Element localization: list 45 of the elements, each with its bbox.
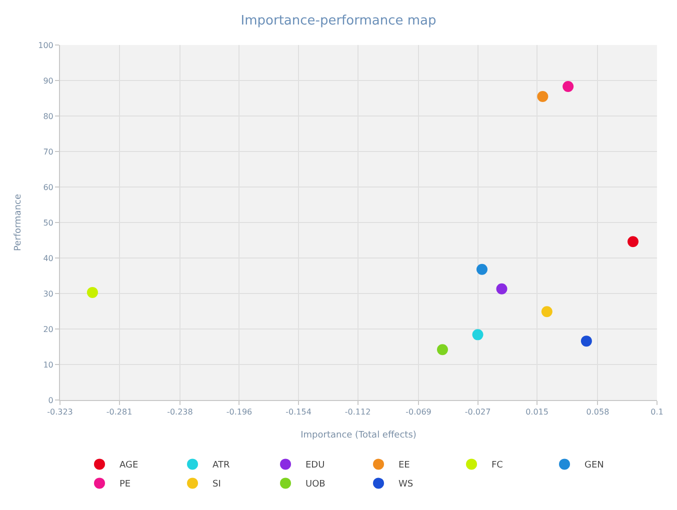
chart-title: Importance-performance map bbox=[240, 13, 436, 28]
point bbox=[580, 336, 592, 347]
x-tick-label: -0.069 bbox=[406, 408, 432, 417]
x-tick-label: -0.027 bbox=[464, 408, 491, 417]
legend-label: FC bbox=[492, 460, 503, 471]
legend-label: UOB bbox=[306, 480, 326, 490]
legend-label: EDU bbox=[306, 460, 325, 471]
y-tick-label: 40 bbox=[43, 254, 54, 263]
y-tick-label: 50 bbox=[43, 218, 54, 228]
x-tick-label: -0.112 bbox=[344, 408, 371, 417]
point bbox=[541, 306, 552, 318]
legend-label: AGE bbox=[120, 460, 138, 471]
x-tick-label: -0.154 bbox=[286, 408, 312, 417]
point bbox=[537, 90, 548, 102]
x-tick-label: 0.058 bbox=[586, 408, 610, 417]
y-tick-label: 60 bbox=[43, 182, 54, 192]
x-axis-title: Importance (Total effects) bbox=[300, 430, 416, 440]
point bbox=[562, 81, 574, 92]
x-tick-label: -0.323 bbox=[47, 408, 73, 417]
x-tick-label: -0.238 bbox=[167, 408, 193, 417]
y-tick-label: 70 bbox=[43, 147, 54, 156]
y-tick-label: 0 bbox=[48, 396, 54, 405]
y-tick-label: 10 bbox=[43, 360, 54, 370]
legend-label: PE bbox=[120, 480, 131, 490]
legend-label: GEN bbox=[584, 460, 604, 471]
legend-label: WS bbox=[398, 480, 414, 490]
y-axis-title: Performance bbox=[13, 194, 24, 252]
x-tick-label: 0.015 bbox=[526, 408, 548, 417]
y-tick-label: 100 bbox=[38, 40, 54, 50]
point bbox=[436, 344, 448, 356]
x-tick-label: -0.281 bbox=[106, 408, 132, 417]
point bbox=[472, 329, 484, 340]
point bbox=[476, 264, 488, 275]
point bbox=[628, 236, 639, 248]
y-tick-label: 20 bbox=[43, 324, 54, 334]
y-tick-label: 30 bbox=[43, 289, 54, 298]
legend-label: EE bbox=[398, 460, 410, 471]
y-tick-label: 80 bbox=[43, 112, 54, 121]
point bbox=[496, 283, 508, 294]
y-tick-label: 90 bbox=[43, 76, 54, 86]
x-tick-label: 0.1 bbox=[650, 408, 664, 417]
legend-label: ATR bbox=[212, 460, 230, 471]
legend-label: SI bbox=[212, 480, 221, 490]
x-tick-label: -0.196 bbox=[226, 408, 252, 417]
point bbox=[86, 286, 98, 298]
